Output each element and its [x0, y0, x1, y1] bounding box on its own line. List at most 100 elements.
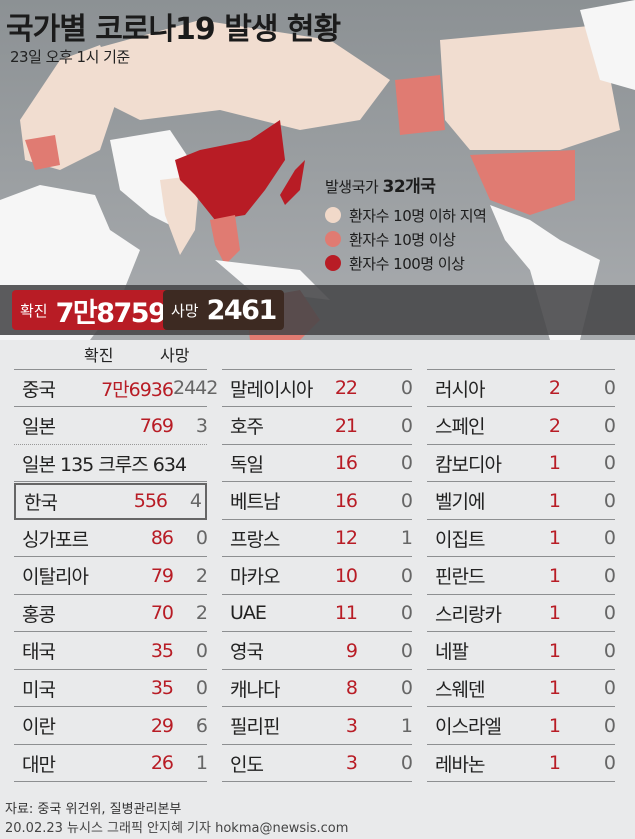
table-row: 이탈리아 79 2	[14, 558, 208, 595]
table-row: 홍콩 70 2	[14, 595, 208, 632]
legend-label: 환자수 100명 이상	[349, 254, 465, 273]
death-count: 0	[195, 639, 208, 662]
death-count: 0	[603, 602, 616, 624]
table-row: 인도 3 0	[222, 745, 413, 782]
europe-medium	[25, 135, 60, 170]
death-count: 0	[400, 564, 413, 587]
legend-dot-icon	[325, 207, 341, 223]
country-name: 이탈리아	[22, 566, 89, 588]
confirmed-count: 1	[548, 452, 561, 474]
greenland	[580, 0, 635, 90]
table-row: UAE 11 0	[222, 595, 413, 632]
southeast-asia	[210, 215, 240, 265]
confirmed-count: 1	[548, 677, 561, 699]
table-row: 독일 16 0	[222, 445, 413, 482]
china	[175, 120, 285, 220]
death-count: 0	[400, 452, 413, 474]
death-count: 6	[195, 714, 208, 737]
confirmed-count: 16	[334, 489, 358, 512]
table-row: 핀란드 1 0	[427, 558, 616, 595]
country-name: 일본 135 크루즈 634	[22, 453, 187, 476]
country-name: 태국	[22, 641, 56, 663]
confirmed-count: 29	[150, 714, 174, 737]
country-name: 캄보디아	[435, 453, 502, 476]
country-name: 핀란드	[435, 566, 485, 588]
table-row: 스리랑카 1 0	[427, 595, 616, 632]
country-name: 베트남	[230, 491, 280, 513]
table-row: 러시아 2 0	[427, 370, 616, 407]
table-row: 중국 7만6936 2442	[14, 370, 218, 407]
death-count: 0	[400, 489, 413, 512]
table-row: 캐나다 8 0	[222, 670, 413, 707]
table-row: 일본 135 크루즈 634	[14, 445, 207, 482]
source: 자료: 중국 위건위, 질병관리본부	[5, 802, 182, 817]
confirmed-count: 556	[133, 490, 168, 512]
country-name: 스페인	[435, 416, 485, 438]
india	[160, 175, 200, 255]
table-row: 일본 769 3	[14, 408, 208, 445]
legend-label: 환자수 10명 이상	[349, 230, 456, 249]
deaths-value: 2461	[206, 294, 278, 326]
confirmed-count: 1	[548, 752, 561, 774]
divider	[14, 369, 207, 370]
alaska	[395, 75, 445, 135]
death-count: 0	[603, 377, 616, 399]
death-count: 0	[195, 527, 208, 549]
confirmed-count: 3	[345, 714, 358, 737]
legend-heading: 발생국가	[325, 178, 379, 196]
confirmed-count: 26	[150, 752, 174, 774]
country-name: 일본	[22, 416, 56, 438]
page-title: 국가별 코로나19 발생 현황	[6, 12, 341, 47]
confirmed-count: 11	[334, 602, 358, 624]
table-row: 태국 35 0	[14, 633, 208, 670]
country-name: UAE	[230, 602, 267, 624]
country-name: 호주	[230, 416, 264, 438]
country-name: 벨기에	[435, 491, 485, 513]
confirmed-count: 2	[548, 377, 561, 399]
confirmed-count: 79	[150, 564, 174, 587]
legend-item: 환자수 10명 이상	[325, 227, 486, 251]
country-name: 중국	[22, 378, 56, 401]
country-name: 러시아	[435, 378, 485, 401]
table-row: 미국 35 0	[14, 670, 208, 707]
confirmed-count: 21	[334, 414, 358, 437]
death-count: 0	[603, 414, 616, 437]
legend-item: 환자수 10명 이하 지역	[325, 203, 487, 227]
divider	[427, 369, 615, 370]
confirmed-value: 7만8759	[55, 297, 167, 329]
death-count: 2	[195, 564, 208, 587]
deaths-label: 사망	[171, 301, 199, 320]
country-name: 미국	[22, 678, 56, 701]
confirmed-count: 1	[548, 489, 561, 512]
confirmed-count: 9	[345, 639, 358, 662]
japan	[280, 160, 305, 205]
country-name: 스리랑카	[435, 603, 502, 626]
confirmed-count: 1	[548, 714, 561, 737]
confirmed-count: 1	[548, 564, 561, 587]
table-row: 레바논 1 0	[427, 745, 616, 782]
legend-count: 32개국	[382, 177, 436, 197]
country-name: 인도	[230, 753, 264, 776]
confirmed-count: 1	[548, 527, 561, 549]
death-count: 0	[603, 714, 616, 737]
country-name: 이집트	[435, 528, 485, 551]
confirmed-count: 8	[345, 677, 358, 699]
country-name: 대만	[22, 753, 56, 776]
table-row: 한국 556 4	[14, 482, 207, 520]
table-row: 마카오 10 0	[222, 558, 413, 595]
header-deaths: 사망	[160, 346, 190, 365]
death-count: 0	[195, 677, 208, 699]
death-count: 0	[400, 377, 413, 399]
confirmed-count: 2	[548, 414, 561, 437]
country-name: 네팔	[435, 641, 469, 663]
confirmed-count: 12	[334, 527, 358, 549]
world-map: 국가별 코로나19 발생 현황 23일 오후 1시 기준 발생국가 32개국 환…	[0, 0, 635, 340]
usa	[470, 150, 575, 215]
canada	[440, 25, 620, 150]
death-count: 0	[400, 639, 413, 662]
death-count: 0	[400, 752, 413, 774]
confirmed-count: 86	[150, 527, 174, 549]
russia	[90, 20, 390, 130]
header-confirmed: 확진	[84, 346, 114, 365]
